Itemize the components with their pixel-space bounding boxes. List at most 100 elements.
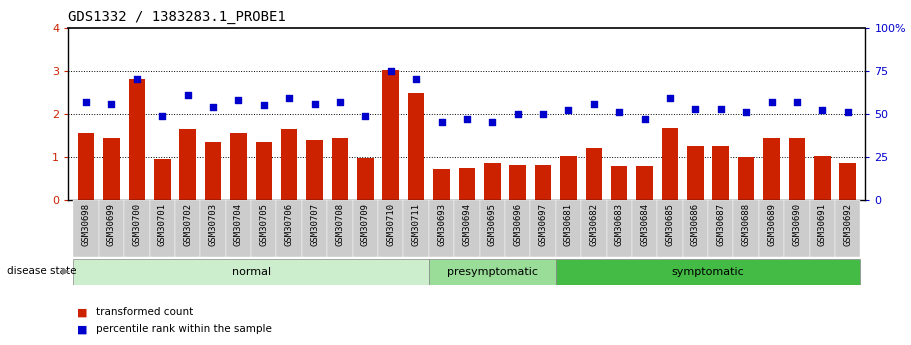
Point [764, 99, 779, 105]
Text: disease state: disease state [7, 266, 77, 276]
Bar [179, 129, 196, 200]
Point [104, 101, 118, 106]
Bar [154, 159, 170, 200]
Bar [763, 138, 780, 200]
Bar [733, 200, 759, 257]
Bar [434, 169, 450, 200]
Bar [814, 156, 831, 200]
Point [129, 77, 144, 82]
Text: GDS1332 / 1383283.1_PROBE1: GDS1332 / 1383283.1_PROBE1 [68, 10, 286, 24]
Point [307, 101, 322, 106]
Text: GSM30699: GSM30699 [107, 203, 116, 246]
Point [561, 108, 576, 113]
Text: symptomatic: symptomatic [671, 267, 744, 277]
Bar [556, 200, 581, 257]
Point [688, 106, 702, 111]
Text: GSM30695: GSM30695 [487, 203, 496, 246]
Point [790, 99, 804, 105]
Bar [687, 146, 703, 200]
Text: GSM30687: GSM30687 [716, 203, 725, 246]
Text: GSM30708: GSM30708 [335, 203, 344, 246]
Text: GSM30706: GSM30706 [284, 203, 293, 246]
Point [180, 92, 195, 98]
Text: GSM30697: GSM30697 [538, 203, 548, 246]
Bar [281, 129, 297, 200]
Text: GSM30704: GSM30704 [234, 203, 243, 246]
Bar [505, 200, 530, 257]
Bar [455, 200, 479, 257]
Text: GSM30709: GSM30709 [361, 203, 370, 246]
Text: percentile rank within the sample: percentile rank within the sample [96, 325, 271, 334]
Text: GSM30711: GSM30711 [412, 203, 421, 246]
Text: GSM30688: GSM30688 [742, 203, 751, 246]
Bar [835, 200, 860, 257]
Bar [327, 200, 353, 257]
Bar [586, 148, 602, 200]
Bar [408, 93, 425, 200]
Bar [637, 167, 653, 200]
Point [612, 109, 627, 115]
Bar [784, 200, 810, 257]
Text: GSM30681: GSM30681 [564, 203, 573, 246]
Bar [383, 70, 399, 200]
Bar [378, 200, 404, 257]
Text: GSM30701: GSM30701 [158, 203, 167, 246]
Text: GSM30693: GSM30693 [437, 203, 446, 246]
Bar [682, 200, 708, 257]
Text: GSM30700: GSM30700 [132, 203, 141, 246]
Bar [302, 200, 327, 257]
Text: GSM30696: GSM30696 [513, 203, 522, 246]
Bar [306, 140, 322, 200]
Bar [458, 168, 476, 200]
Point [79, 99, 94, 105]
Bar [632, 200, 657, 257]
Bar [277, 200, 302, 257]
Text: GSM30705: GSM30705 [260, 203, 269, 246]
Bar [712, 146, 729, 200]
Point [536, 111, 550, 117]
Text: GSM30692: GSM30692 [844, 203, 852, 246]
Point [587, 101, 601, 106]
Bar [357, 158, 374, 200]
Text: GSM30685: GSM30685 [665, 203, 674, 246]
Bar [479, 200, 505, 257]
Bar [607, 200, 632, 257]
Bar [535, 165, 551, 200]
Bar [226, 200, 251, 257]
Text: GSM30702: GSM30702 [183, 203, 192, 246]
Bar [661, 128, 678, 200]
Bar [530, 200, 556, 257]
Point [485, 120, 499, 125]
Point [840, 109, 855, 115]
Point [333, 99, 347, 105]
Bar [353, 200, 378, 257]
Point [739, 109, 753, 115]
Bar [332, 138, 348, 200]
Text: GSM30707: GSM30707 [310, 203, 319, 246]
Bar [581, 200, 607, 257]
Bar [256, 142, 272, 200]
Bar [789, 138, 805, 200]
Bar [230, 133, 247, 200]
Point [358, 113, 373, 118]
Bar [149, 200, 175, 257]
Text: ▶: ▶ [62, 266, 69, 276]
Text: presymptomatic: presymptomatic [446, 267, 537, 277]
Bar [175, 200, 200, 257]
Text: GSM30694: GSM30694 [463, 203, 471, 246]
Point [409, 77, 424, 82]
Bar [738, 157, 754, 200]
Bar [429, 200, 455, 257]
Bar [205, 142, 221, 200]
Bar [74, 259, 429, 285]
Bar [251, 200, 277, 257]
Bar [759, 200, 784, 257]
Bar [839, 164, 856, 200]
Text: GSM30710: GSM30710 [386, 203, 395, 246]
Bar [404, 200, 429, 257]
Bar [560, 156, 577, 200]
Point [155, 113, 169, 118]
Text: GSM30689: GSM30689 [767, 203, 776, 246]
Point [231, 97, 246, 103]
Bar [74, 200, 98, 257]
